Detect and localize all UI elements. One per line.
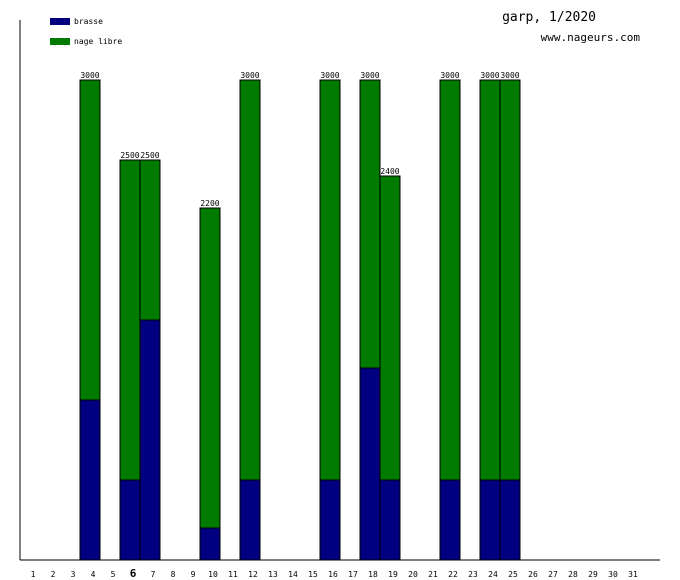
bars-group [79, 79, 521, 561]
legend-label-brasse: brasse [74, 16, 103, 26]
bar-brasse-day-5 [119, 479, 141, 561]
x-tick-label-17: 17 [348, 570, 358, 579]
x-tick-label-7: 7 [151, 570, 156, 579]
value-label-day-9: 2200 [200, 199, 219, 208]
x-tick-label-19: 19 [388, 570, 398, 579]
bar-nage-libre-day-24 [499, 79, 521, 481]
x-tick-label-29: 29 [588, 570, 598, 579]
x-tick-label-26: 26 [528, 570, 538, 579]
x-tick-label-5: 5 [111, 570, 116, 579]
x-tick-label-31: 31 [628, 570, 638, 579]
bar-nage-libre-day-21 [439, 79, 461, 481]
x-tick-label-20: 20 [408, 570, 418, 579]
legend-item-nage-libre: nage libre [50, 36, 122, 46]
x-tick-label-16: 16 [328, 570, 338, 579]
legend-label-nage-libre: nage libre [74, 36, 123, 46]
x-tick-label-21: 21 [428, 570, 438, 579]
x-tick-label-1: 1 [31, 570, 36, 579]
chart-title: garp, 1/2020 [502, 10, 596, 25]
x-tick-label-22: 22 [448, 570, 458, 579]
value-label-day-11: 3000 [240, 71, 259, 80]
bar-nage-libre-day-15 [319, 79, 341, 481]
bar-nage-libre-day-3 [79, 79, 101, 401]
legend-swatch-brasse [50, 17, 70, 25]
x-tick-label-25: 25 [508, 570, 518, 579]
bar-brasse-day-23 [479, 479, 501, 561]
value-label-day-18: 2400 [380, 167, 399, 176]
x-tick-label-2: 2 [51, 570, 56, 579]
x-tick-label-13: 13 [268, 570, 278, 579]
x-tick-label-24: 24 [488, 570, 498, 579]
x-tick-label-10: 10 [208, 570, 218, 579]
bar-brasse-day-11 [239, 479, 261, 561]
bar-nage-libre-day-6 [139, 159, 161, 321]
bar-nage-libre-day-17 [359, 79, 381, 369]
value-label-day-6: 2500 [140, 151, 159, 160]
x-tick-label-4: 4 [91, 570, 96, 579]
bar-brasse-day-15 [319, 479, 341, 561]
bar-nage-libre-day-11 [239, 79, 261, 481]
x-tick-label-28: 28 [568, 570, 578, 579]
legend: brasse nage libre [50, 16, 122, 56]
x-tick-label-6: 6 [130, 567, 137, 580]
x-tick-labels-group: 1 2 3 4 5 6 7 8 9 10 11 12 13 14 15 16 17 18 19 20 21 22 23 24 2… [31, 567, 638, 580]
chart-subtitle: www.nageurs.com [540, 31, 640, 44]
bar-brasse-day-24 [499, 479, 521, 561]
x-tick-label-15: 15 [308, 570, 318, 579]
bar-brasse-day-6 [139, 319, 161, 561]
x-tick-label-9: 9 [191, 570, 196, 579]
value-label-day-15: 3000 [320, 71, 339, 80]
x-tick-label-12: 12 [248, 570, 258, 579]
value-label-day-17: 3000 [360, 71, 379, 80]
bar-brasse-day-21 [439, 479, 461, 561]
value-label-day-3: 3000 [80, 71, 99, 80]
x-tick-label-11: 11 [228, 570, 238, 579]
bar-brasse-day-3 [79, 399, 101, 561]
x-tick-label-23: 23 [468, 570, 478, 579]
bar-nage-libre-day-23 [479, 79, 501, 481]
x-tick-label-30: 30 [608, 570, 618, 579]
x-tick-label-14: 14 [288, 570, 298, 579]
bar-brasse-day-9 [199, 527, 221, 561]
legend-item-brasse: brasse [50, 16, 122, 26]
bar-nage-libre-day-5 [119, 159, 141, 481]
x-tick-label-27: 27 [548, 570, 558, 579]
x-tick-label-8: 8 [171, 570, 176, 579]
bar-nage-libre-day-18 [379, 175, 401, 481]
value-label-day-21: 3000 [440, 71, 459, 80]
value-label-day-24: 3000 [500, 71, 519, 80]
legend-swatch-nage-libre [50, 37, 70, 45]
bar-brasse-day-18 [379, 479, 401, 561]
value-label-day-23: 3000 [480, 71, 499, 80]
value-label-day-5: 2500 [120, 151, 139, 160]
x-tick-label-18: 18 [368, 570, 378, 579]
bar-brasse-day-17 [359, 367, 381, 561]
x-tick-label-3: 3 [71, 570, 76, 579]
bar-nage-libre-day-9 [199, 207, 221, 529]
